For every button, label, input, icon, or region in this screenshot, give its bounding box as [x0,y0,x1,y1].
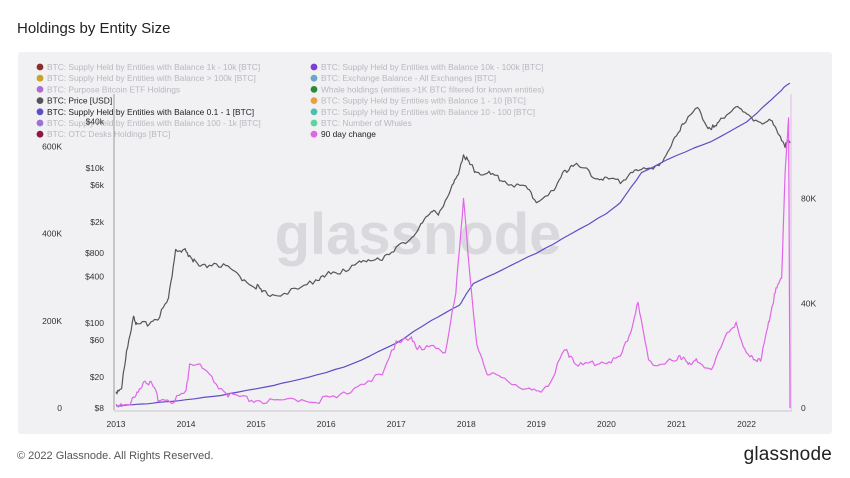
price-tick-label: $40k [86,116,105,126]
x-tick-label: 2022 [737,419,756,429]
left-axis: 0 200K 400K 600K [42,141,62,413]
x-axis: 2013 2014 2015 2016 2017 2018 2019 2020 2021 2022 [107,410,792,429]
price-tick-label: $60 [90,335,104,345]
glassnode-logo[interactable]: glassnode [743,444,832,465]
legend-item[interactable]: BTC: OTC Desks Holdings [BTC] [47,129,170,139]
x-tick-label: 2020 [597,419,616,429]
legend-marker[interactable] [36,63,44,71]
chart-svg[interactable]: glassnode BTC: Supply Held by Entities w… [18,52,832,434]
legend-item[interactable]: BTC: Number of Whales [321,118,412,128]
price-tick-label: $6k [90,180,104,190]
page-title: Holdings by Entity Size [17,20,171,37]
x-tick-label: 2018 [457,419,476,429]
legend-marker[interactable] [36,74,44,82]
x-tick-label: 2019 [527,419,546,429]
x-tick-label: 2021 [667,419,686,429]
legend-item[interactable]: BTC: Purpose Bitcoin ETF Holdings [47,84,180,94]
right-tick-label: 0 [801,403,806,413]
legend-marker[interactable] [310,63,318,71]
legend-marker[interactable] [310,130,318,138]
x-tick-label: 2013 [107,419,126,429]
series-group [115,82,791,409]
price-tick-label: $20 [90,372,104,382]
legend-item[interactable]: Whale holdings (entities >1K BTC filtere… [321,84,544,94]
legend-item[interactable]: BTC: Supply Held by Entities with Balanc… [47,73,256,83]
legend-marker[interactable] [310,108,318,116]
legend-item[interactable]: 90 day change [321,129,376,139]
right-axis: 0 40K 80K [790,94,816,413]
legend-item[interactable]: BTC: Supply Held by Entities with Balanc… [47,118,261,128]
price-axis: $8 $20 $60 $100 $400 $800 $2k $6k $10k $40k [85,94,115,413]
left-tick-label: 400K [42,229,62,239]
right-tick-label: 80K [801,194,816,204]
legend-item[interactable]: BTC: Supply Held by Entities with Balanc… [321,96,526,106]
series-line[interactable] [115,105,791,395]
legend-marker[interactable] [310,119,318,127]
legend-marker[interactable] [310,97,318,104]
price-tick-label: $100 [85,318,104,328]
price-tick-label: $8 [95,403,105,413]
legend-marker[interactable] [36,86,44,93]
legend-item[interactable]: BTC: Price [USD] [47,96,112,106]
legend-marker[interactable] [36,108,44,116]
watermark: glassnode [275,202,562,267]
legend-marker[interactable] [310,74,318,82]
x-tick-label: 2016 [317,419,336,429]
legend-marker[interactable] [36,119,44,127]
price-tick-label: $2k [90,217,104,227]
price-tick-label: $400 [85,271,104,281]
legend-item[interactable]: BTC: Supply Held by Entities with Balanc… [47,107,254,117]
legend-marker[interactable] [310,86,318,93]
price-tick-label: $800 [85,248,104,258]
legend-marker[interactable] [36,130,44,138]
right-tick-label: 40K [801,298,816,308]
legend-item[interactable]: BTC: Supply Held by Entities with Balanc… [47,62,260,72]
x-tick-label: 2014 [177,419,196,429]
series-line[interactable] [115,117,791,409]
copyright: © 2022 Glassnode. All Rights Reserved. [17,450,214,462]
legend-item[interactable]: BTC: Exchange Balance - All Exchanges [B… [321,73,496,83]
legend-marker[interactable] [36,97,44,104]
legend-item[interactable]: BTC: Supply Held by Entities with Balanc… [321,62,544,72]
legend-item[interactable]: BTC: Supply Held by Entities with Balanc… [321,107,535,117]
left-tick-label: 600K [42,141,62,151]
chart-panel: glassnode BTC: Supply Held by Entities w… [18,52,832,434]
left-tick-label: 0 [57,403,62,413]
price-tick-label: $10k [86,163,105,173]
x-tick-label: 2017 [387,419,406,429]
left-tick-label: 200K [42,316,62,326]
legend[interactable]: BTC: Supply Held by Entities with Balanc… [36,62,545,139]
x-tick-label: 2015 [247,419,266,429]
